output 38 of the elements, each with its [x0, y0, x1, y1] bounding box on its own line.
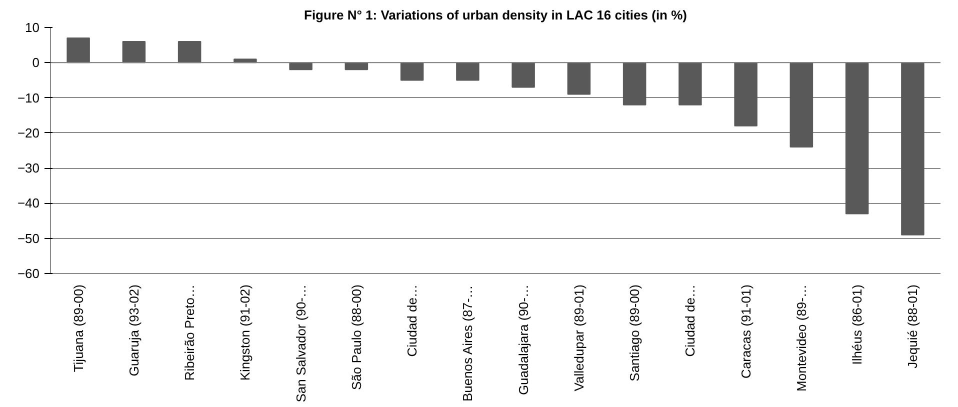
y-tick-label: −10: [17, 90, 40, 106]
chart-title: Figure N° 1: Variations of urban density in LAC 16 cities (in %): [304, 8, 688, 22]
x-tick-label: Guadalajara (90-…: [516, 284, 531, 396]
x-tick-label: Buenos Aires (87-…: [460, 285, 476, 402]
x-tick-label: Tijuana (89-00): [70, 284, 86, 372]
y-tick-label: −20: [17, 125, 40, 140]
x-tick-label: Santiago (89-00): [627, 284, 642, 382]
x-tick-label: São Paulo (88-00): [348, 284, 364, 390]
x-tick-label: Valledupar (89-01): [571, 284, 586, 392]
x-tick-label: Ciudad de…: [682, 284, 698, 357]
y-tick-label: −60: [17, 266, 40, 281]
x-tick-label: Montevideo (89-…: [794, 284, 809, 392]
x-tick-label: Jequié (88-01): [905, 284, 920, 368]
y-tick-label: −50: [17, 230, 40, 246]
x-tick-label: Guaruja (93-02): [126, 284, 142, 376]
x-tick-label: Ciudad de…: [404, 284, 420, 357]
y-tick-label: 0: [32, 55, 40, 70]
bar: [456, 62, 480, 81]
bar: [901, 62, 924, 236]
y-tick-label: −40: [17, 196, 40, 211]
x-tick-label: San Salvador (90-…: [293, 284, 308, 402]
bar: [122, 41, 146, 64]
bar: [622, 62, 646, 106]
bar: [734, 62, 758, 126]
bar: [66, 38, 90, 64]
bar: [512, 62, 535, 88]
x-tick-label: Kingston (91-02): [238, 284, 253, 381]
x-tick-label: Ribeirão Preto…: [182, 284, 198, 381]
bar: [178, 41, 202, 64]
bar: [678, 62, 702, 106]
bar: [790, 62, 814, 148]
x-tick-label: Caracas (91-01): [738, 284, 754, 378]
bar: [567, 62, 591, 95]
y-tick-label: 10: [25, 20, 40, 35]
x-tick-label: Ilhéus (86-01): [850, 284, 865, 365]
bar: [400, 62, 424, 81]
y-tick-label: −30: [17, 160, 40, 176]
bar: [845, 62, 869, 214]
